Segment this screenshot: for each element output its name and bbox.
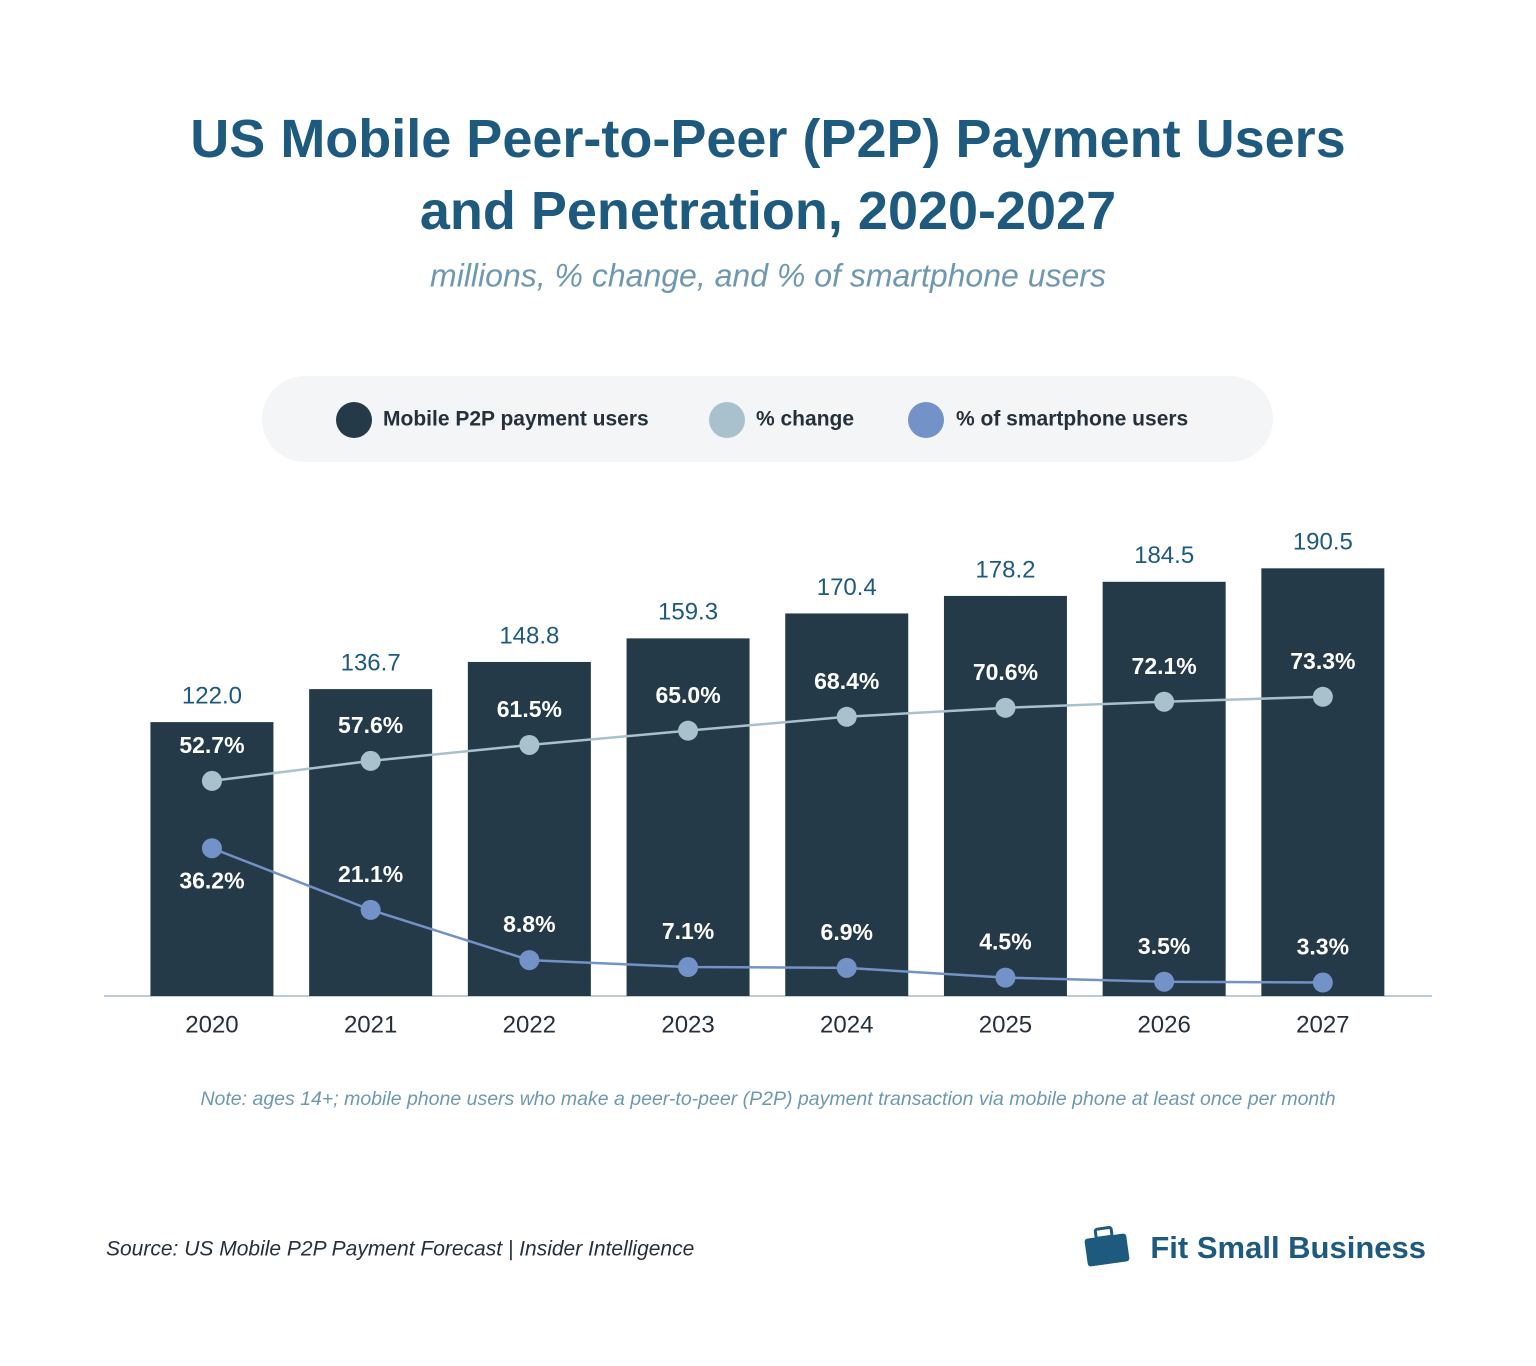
line-value-label: 36.2% — [179, 867, 244, 893]
note: Note: ages 14+; mobile phone users who m… — [200, 1088, 1335, 1110]
line-point — [678, 957, 699, 978]
legend-swatch — [336, 402, 372, 438]
bar-value-label: 148.8 — [499, 622, 559, 649]
line-point — [836, 957, 857, 978]
bar-value-label: 178.2 — [975, 556, 1035, 583]
brand-icon — [1084, 1225, 1130, 1267]
line-point — [360, 899, 381, 920]
bar — [309, 689, 433, 996]
bar — [467, 661, 591, 996]
x-tick-label: 2022 — [503, 1011, 556, 1038]
line-value-label: 6.9% — [821, 919, 873, 945]
bar-value-label: 190.5 — [1293, 529, 1353, 556]
bar — [943, 595, 1067, 996]
line-point — [1312, 972, 1333, 993]
legend-label: Mobile P2P payment users — [383, 408, 649, 431]
legend-swatch — [908, 402, 944, 438]
line-value-label: 4.5% — [979, 929, 1031, 955]
bar-value-label: 170.4 — [817, 574, 877, 601]
line-point — [519, 950, 540, 971]
line-point — [201, 770, 222, 791]
line-value-label: 57.6% — [338, 712, 403, 738]
line-point — [836, 706, 857, 727]
line-value-label: 3.5% — [1138, 933, 1190, 959]
line-point — [995, 967, 1016, 988]
line-value-label: 21.1% — [338, 861, 403, 887]
bar — [1261, 568, 1385, 996]
line-value-label: 7.1% — [662, 918, 714, 944]
line-value-label: 52.7% — [179, 732, 244, 758]
line-point — [360, 750, 381, 771]
line-value-label: 65.0% — [655, 682, 720, 708]
brand: Fit Small Business — [1150, 1230, 1426, 1265]
source: Source: US Mobile P2P Payment Forecast |… — [106, 1238, 694, 1261]
x-tick-label: 2027 — [1296, 1011, 1349, 1038]
line-value-label: 3.3% — [1297, 934, 1349, 960]
line-value-label: 8.8% — [503, 911, 555, 937]
line-point — [1312, 686, 1333, 707]
line-value-label: 68.4% — [814, 668, 879, 694]
bar — [150, 722, 274, 996]
chart-subtitle: millions, % change, and % of smartphone … — [430, 257, 1106, 293]
chart-title: US Mobile Peer-to-Peer (P2P) Payment Use… — [190, 109, 1345, 241]
legend-label: % change — [756, 408, 854, 431]
bar — [1102, 581, 1226, 996]
line-point — [201, 838, 222, 859]
x-tick-label: 2025 — [979, 1011, 1032, 1038]
x-tick-label: 2021 — [344, 1011, 397, 1038]
line-value-label: 70.6% — [973, 659, 1038, 685]
line — [211, 695, 1323, 783]
line-value-label: 61.5% — [497, 696, 562, 722]
legend-swatch — [709, 402, 745, 438]
bar-value-label: 136.7 — [341, 649, 401, 676]
x-tick-label: 2020 — [185, 1011, 238, 1038]
line — [211, 847, 1323, 984]
line-point — [995, 697, 1016, 718]
line-value-label: 72.1% — [1132, 653, 1197, 679]
line-point — [678, 720, 699, 741]
line-point — [519, 734, 540, 755]
bar-value-label: 184.5 — [1134, 542, 1194, 569]
line-point — [1154, 971, 1175, 992]
x-tick-label: 2024 — [820, 1011, 873, 1038]
legend-box — [262, 376, 1273, 462]
bar-value-label: 159.3 — [658, 599, 718, 626]
legend-label: % of smartphone users — [956, 408, 1188, 431]
bar — [785, 613, 909, 996]
x-tick-label: 2023 — [661, 1011, 714, 1038]
bar-value-label: 122.0 — [182, 682, 242, 709]
line-point — [1154, 691, 1175, 712]
x-tick-label: 2026 — [1137, 1011, 1190, 1038]
line-value-label: 73.3% — [1290, 648, 1355, 674]
bar — [626, 638, 750, 996]
